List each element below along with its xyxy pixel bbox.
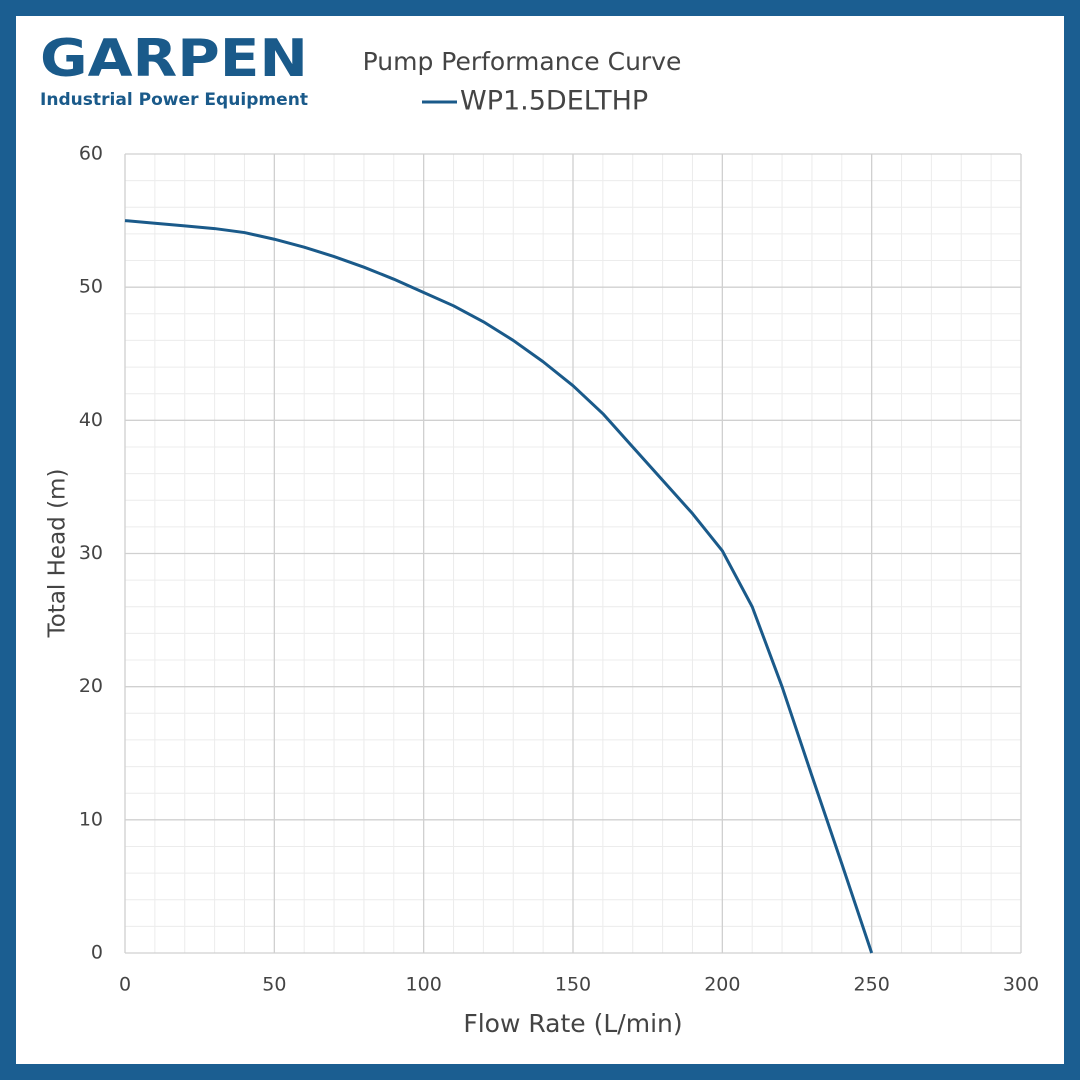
logo-tagline: Industrial Power Equipment bbox=[40, 90, 308, 110]
x-tick-label: 100 bbox=[406, 974, 442, 996]
data-line bbox=[124, 219, 874, 954]
y-tick-label: 60 bbox=[79, 143, 103, 165]
y-tick-label: 40 bbox=[79, 409, 103, 431]
y-tick-label: 0 bbox=[91, 942, 103, 964]
logo-name: GARPEN bbox=[40, 29, 308, 89]
x-tick-label: 0 bbox=[119, 974, 131, 996]
x-tick-label: 50 bbox=[262, 974, 286, 996]
legend-label: WP1.5DELTHP bbox=[460, 86, 648, 117]
y-tick-label: 10 bbox=[79, 808, 103, 830]
y-tick-label: 50 bbox=[79, 276, 103, 298]
x-tick-label: 200 bbox=[704, 974, 740, 996]
background bbox=[16, 16, 1064, 1064]
x-tick-label: 300 bbox=[1003, 974, 1039, 996]
y-tick-label: 20 bbox=[79, 675, 103, 697]
chart-title: Pump Performance Curve bbox=[363, 47, 682, 76]
y-axis-label: Total Head (m) bbox=[45, 469, 71, 639]
x-tick-label: 150 bbox=[555, 974, 591, 996]
x-axis-label: Flow Rate (L/min) bbox=[463, 1009, 682, 1038]
x-tick-label: 250 bbox=[854, 974, 890, 996]
y-tick-label: 30 bbox=[79, 542, 103, 564]
